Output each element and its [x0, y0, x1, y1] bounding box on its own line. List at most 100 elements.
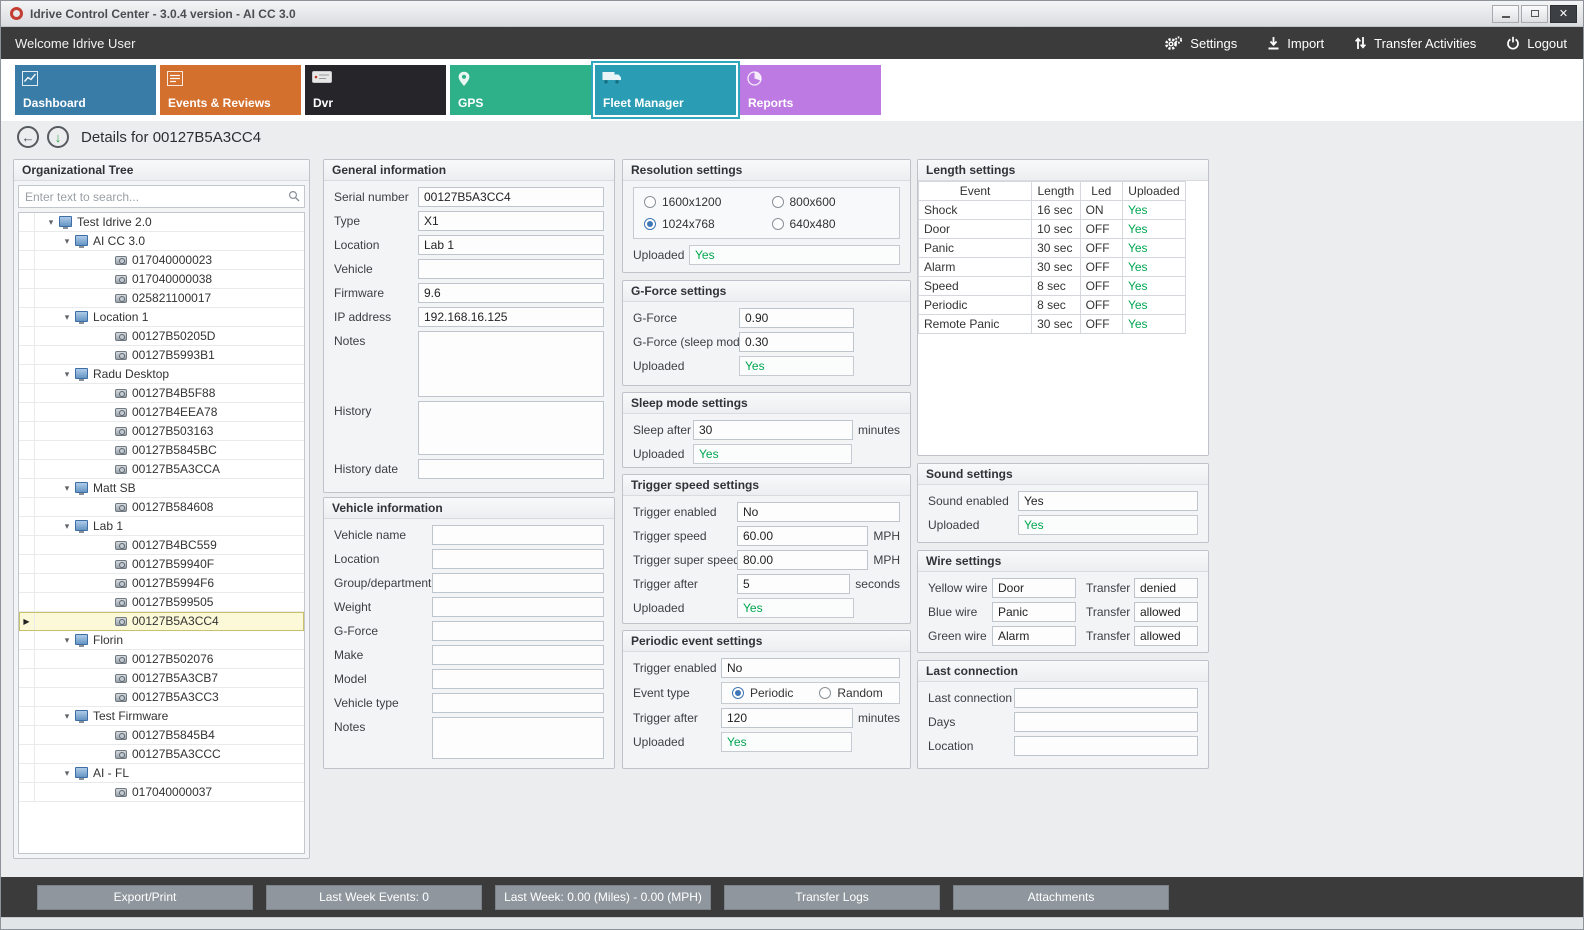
sound-enabled-input[interactable]: [1018, 491, 1198, 511]
tree-group-node[interactable]: ▾ AI CC 3.0: [19, 232, 304, 251]
weight-input[interactable]: [432, 597, 604, 617]
green-wire-input[interactable]: [992, 626, 1076, 646]
tree-group-node[interactable]: ▾ Radu Desktop: [19, 365, 304, 384]
type-input[interactable]: [418, 211, 604, 231]
vehicle-type-input[interactable]: [432, 693, 604, 713]
green-wire-transfer-input[interactable]: [1134, 626, 1198, 646]
firmware-input[interactable]: [418, 283, 604, 303]
make-input[interactable]: [432, 645, 604, 665]
length-row[interactable]: Remote Panic 30 sec OFF Yes: [918, 314, 1187, 334]
notes-input[interactable]: [418, 331, 604, 397]
minimize-button[interactable]: [1492, 4, 1519, 23]
tree-device-node[interactable]: 00127B599505: [19, 593, 304, 612]
location-input[interactable]: [418, 235, 604, 255]
bottom-btn-export-print[interactable]: Export/Print: [37, 884, 253, 910]
tree-device-node[interactable]: 00127B5A3CCC: [19, 745, 304, 764]
trigger-after-input[interactable]: [721, 708, 853, 728]
tree-device-node[interactable]: 00127B5845BC: [19, 441, 304, 460]
expand-arrow-icon[interactable]: ▾: [64, 482, 70, 493]
tab-dvr[interactable]: Dvr: [305, 65, 446, 115]
tree-device-node[interactable]: 025821100017: [19, 289, 304, 308]
tree-device-node[interactable]: 017040000037: [19, 783, 304, 802]
radio-1024x768[interactable]: 1024x768: [644, 217, 762, 231]
length-row[interactable]: Shock 16 sec ON Yes: [918, 200, 1187, 220]
bottom-btn-last-week-events-0[interactable]: Last Week Events: 0: [266, 884, 482, 910]
tree-device-node[interactable]: 00127B59940F: [19, 555, 304, 574]
last-connection-input[interactable]: [1014, 688, 1198, 708]
bottom-btn-transfer-logs[interactable]: Transfer Logs: [724, 884, 940, 910]
logout-button[interactable]: Logout: [1506, 36, 1567, 51]
import-button[interactable]: Import: [1267, 36, 1324, 51]
vehicle-input[interactable]: [418, 259, 604, 279]
days-input[interactable]: [1014, 712, 1198, 732]
tree-device-node[interactable]: ▶ 00127B5A3CC4: [19, 612, 304, 631]
expand-arrow-icon[interactable]: ▾: [64, 634, 70, 645]
serial-number-input[interactable]: [418, 187, 604, 207]
tree-group-node[interactable]: ▾ Test Idrive 2.0: [19, 213, 304, 232]
length-row[interactable]: Speed 8 sec OFF Yes: [918, 276, 1187, 296]
tab-fleet-manager[interactable]: Fleet Manager: [595, 65, 736, 115]
model-input[interactable]: [432, 669, 604, 689]
tree-device-node[interactable]: 00127B503163: [19, 422, 304, 441]
tab-events-reviews[interactable]: Events & Reviews: [160, 65, 301, 115]
tree-group-node[interactable]: ▾ Lab 1: [19, 517, 304, 536]
ip-address-input[interactable]: [418, 307, 604, 327]
tree-device-node[interactable]: 00127B5A3CCA: [19, 460, 304, 479]
trigger-speed-input[interactable]: [737, 526, 869, 546]
tree-group-node[interactable]: ▾ AI - FL: [19, 764, 304, 783]
vehicle-name-input[interactable]: [432, 525, 604, 545]
yellow-wire-input[interactable]: [992, 578, 1076, 598]
tree-device-node[interactable]: 00127B4EEA78: [19, 403, 304, 422]
tree-device-node[interactable]: 00127B5845B4: [19, 726, 304, 745]
tree-group-node[interactable]: ▾ Matt SB: [19, 479, 304, 498]
blue-wire-input[interactable]: [992, 602, 1076, 622]
trigger-enabled-input[interactable]: [737, 502, 900, 522]
g-force-sleep-mode-input[interactable]: [739, 332, 854, 352]
notes-input[interactable]: [432, 717, 604, 759]
radio-1600x1200[interactable]: 1600x1200: [644, 195, 762, 209]
length-row[interactable]: Periodic 8 sec OFF Yes: [918, 295, 1187, 315]
expand-arrow-icon[interactable]: ▾: [64, 710, 70, 721]
maximize-button[interactable]: [1521, 4, 1548, 23]
expand-arrow-icon[interactable]: ▾: [64, 368, 70, 379]
download-details-button[interactable]: ↓: [47, 126, 69, 148]
tree-group-node[interactable]: ▾ Test Firmware: [19, 707, 304, 726]
tree-device-node[interactable]: 00127B584608: [19, 498, 304, 517]
expand-arrow-icon[interactable]: ▾: [64, 767, 70, 778]
location-input[interactable]: [432, 549, 604, 569]
length-row[interactable]: Door 10 sec OFF Yes: [918, 219, 1187, 239]
expand-arrow-icon[interactable]: ▾: [64, 311, 70, 322]
settings-button[interactable]: Settings: [1164, 36, 1237, 51]
radio-640x480[interactable]: 640x480: [771, 217, 890, 231]
transfer-activities-button[interactable]: Transfer Activities: [1354, 36, 1476, 51]
radio-random[interactable]: Random: [819, 686, 883, 700]
history-date-input[interactable]: [418, 459, 604, 479]
length-row[interactable]: Alarm 30 sec OFF Yes: [918, 257, 1187, 277]
trigger-enabled-input[interactable]: [721, 658, 900, 678]
tree-device-node[interactable]: 00127B5A3CB7: [19, 669, 304, 688]
tab-gps[interactable]: GPS: [450, 65, 591, 115]
tree-device-node[interactable]: 00127B5993B1: [19, 346, 304, 365]
tree-device-node[interactable]: 00127B5994F6: [19, 574, 304, 593]
group-department-input[interactable]: [432, 573, 604, 593]
back-button[interactable]: ←: [17, 126, 39, 148]
tree-device-node[interactable]: 017040000038: [19, 270, 304, 289]
bottom-btn-attachments[interactable]: Attachments: [953, 884, 1169, 910]
tree-device-node[interactable]: 00127B4B5F88: [19, 384, 304, 403]
blue-wire-transfer-input[interactable]: [1134, 602, 1198, 622]
tree-device-node[interactable]: 00127B502076: [19, 650, 304, 669]
g-force-input[interactable]: [432, 621, 604, 641]
length-row[interactable]: Panic 30 sec OFF Yes: [918, 238, 1187, 258]
radio-800x600[interactable]: 800x600: [771, 195, 890, 209]
expand-arrow-icon[interactable]: ▾: [48, 216, 54, 227]
g-force-input[interactable]: [739, 308, 854, 328]
tree-device-node[interactable]: 017040000023: [19, 251, 304, 270]
tree-device-node[interactable]: 00127B50205D: [19, 327, 304, 346]
trigger-after-input[interactable]: [737, 574, 851, 594]
history-input[interactable]: [418, 401, 604, 455]
tab-reports[interactable]: Reports: [740, 65, 881, 115]
trigger-super-speed-input[interactable]: [737, 550, 869, 570]
tree-group-node[interactable]: ▾ Location 1: [19, 308, 304, 327]
tree-group-node[interactable]: ▾ Florin: [19, 631, 304, 650]
radio-periodic[interactable]: Periodic: [732, 686, 793, 700]
